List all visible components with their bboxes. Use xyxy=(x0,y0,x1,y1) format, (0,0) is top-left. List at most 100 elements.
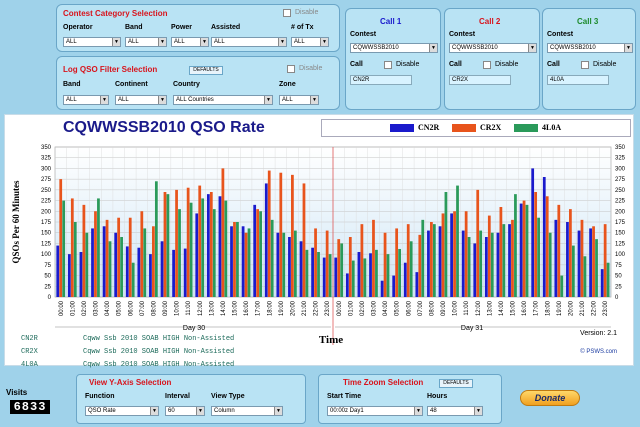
x-tick-label: 15:00 xyxy=(233,300,239,316)
bar-cn2r xyxy=(137,247,141,297)
bar-cn2r xyxy=(114,232,118,297)
x-tick-label: 10:00 xyxy=(175,300,181,316)
bar-4l0a xyxy=(293,230,297,297)
x-tick-label: 01:00 xyxy=(70,300,76,316)
bar-4l0a xyxy=(421,219,425,297)
function-label: Function xyxy=(85,393,115,400)
power-select[interactable]: ALL ▼ xyxy=(171,37,209,47)
time-zoom-panel: Time Zoom Selection DEFAULTS Start Time … xyxy=(318,374,502,424)
bar-cr2x xyxy=(325,230,329,297)
interval-select[interactable]: 60 ▼ xyxy=(165,406,205,416)
call-1-disable-label: Disable xyxy=(396,61,420,68)
x-tick-label: 18:00 xyxy=(267,300,273,316)
x-tick-label: 10:00 xyxy=(453,300,459,316)
bar-4l0a xyxy=(606,262,610,297)
bar-cr2x xyxy=(221,168,225,297)
call-1-contest-select[interactable]: CQWWSSB2010 ▼ xyxy=(350,43,438,53)
x-tick-label: 06:00 xyxy=(406,300,412,316)
call-2-disable-checkbox[interactable] xyxy=(483,61,491,69)
bar-4l0a xyxy=(409,241,413,297)
bar-cr2x xyxy=(487,215,491,297)
bar-cr2x xyxy=(175,189,178,297)
filter-band-select[interactable]: ALL ▼ xyxy=(63,95,109,105)
filter-country-value: ALL Countries xyxy=(176,97,214,103)
x-tick-label: 17:00 xyxy=(256,300,262,316)
num-tx-select[interactable]: ALL ▼ xyxy=(291,37,329,47)
legend-swatch-cr2x xyxy=(452,124,476,132)
x-tick-label: 23:00 xyxy=(603,300,609,316)
view-y-axis-title: View Y-Axis Selection xyxy=(89,378,172,387)
view-type-select[interactable]: Column ▼ xyxy=(211,406,283,416)
bar-cr2x xyxy=(140,211,144,297)
bar-4l0a xyxy=(154,181,158,297)
bar-cr2x xyxy=(348,237,352,297)
copyright-text: © PSWS.com xyxy=(580,349,617,355)
y-tick-label-right: 200 xyxy=(615,209,626,215)
call-3-call-input[interactable]: 4L0A xyxy=(547,75,609,85)
filter-zone-select[interactable]: ALL ▼ xyxy=(279,95,319,105)
chevron-down-icon: ▼ xyxy=(624,44,632,52)
bar-cr2x xyxy=(545,196,549,297)
bar-cn2r xyxy=(554,219,558,297)
contest-category-disable-checkbox[interactable] xyxy=(283,9,291,17)
bar-cr2x xyxy=(569,209,572,297)
legend-label-cn2r: CN2R xyxy=(418,123,440,132)
band-select[interactable]: ALL ▼ xyxy=(125,37,167,47)
bar-cn2r xyxy=(577,230,581,297)
bar-4l0a xyxy=(108,241,112,297)
bar-cn2r xyxy=(56,245,60,297)
bar-cr2x xyxy=(360,224,364,297)
start-time-select[interactable]: 00:00z Day1 ▼ xyxy=(327,406,423,416)
log-filter-defaults-button[interactable]: DEFAULTS xyxy=(189,66,223,75)
hours-select[interactable]: 48 ▼ xyxy=(427,406,483,416)
bar-cn2r xyxy=(427,230,430,297)
day-label-2: Day 31 xyxy=(461,325,483,332)
start-time-label: Start Time xyxy=(327,393,362,400)
call-2-contest-select[interactable]: CQWWSSB2010 ▼ xyxy=(449,43,537,53)
bar-cn2r xyxy=(369,253,372,297)
bar-4l0a xyxy=(189,202,193,297)
call-3-disable-label: Disable xyxy=(593,61,617,68)
bar-cn2r xyxy=(67,254,71,297)
y-tick-label-right: 175 xyxy=(615,220,626,226)
bar-cr2x xyxy=(128,217,132,297)
y-tick-label-left: 100 xyxy=(41,252,52,258)
filter-band-label: Band xyxy=(63,81,81,88)
call-1-call-input[interactable]: CN2R xyxy=(350,75,412,85)
call-2-call-input[interactable]: CR2X xyxy=(449,75,511,85)
y-tick-label-left: 200 xyxy=(41,209,52,215)
legend-box: CN2R CR2X 4L0A xyxy=(321,119,631,137)
time-zoom-defaults-button[interactable]: DEFAULTS xyxy=(439,379,473,388)
x-tick-label: 23:00 xyxy=(325,300,331,316)
bar-cn2r xyxy=(206,194,210,297)
filter-continent-select[interactable]: ALL ▼ xyxy=(115,95,167,105)
call-3-disable-checkbox[interactable] xyxy=(581,61,589,69)
bar-4l0a xyxy=(490,232,494,297)
filter-country-select[interactable]: ALL Countries ▼ xyxy=(173,95,273,105)
call-1-disable-checkbox[interactable] xyxy=(384,61,392,69)
assisted-select[interactable]: ALL ▼ xyxy=(211,37,287,47)
log-filter-disable-checkbox[interactable] xyxy=(287,65,295,73)
bar-cr2x xyxy=(511,219,514,297)
bar-cn2r xyxy=(195,213,199,297)
operator-select[interactable]: ALL ▼ xyxy=(63,37,121,47)
donate-button[interactable]: Donate xyxy=(520,390,580,406)
bar-4l0a xyxy=(73,222,77,297)
x-tick-label: 19:00 xyxy=(279,300,285,316)
x-tick-label: 05:00 xyxy=(395,300,401,316)
function-select[interactable]: QSO Rate ▼ xyxy=(85,406,159,416)
bar-4l0a xyxy=(201,198,205,297)
bar-cr2x xyxy=(186,187,190,297)
view-type-label: View Type xyxy=(211,393,245,400)
call-3-contest-select[interactable]: CQWWSSB2010 ▼ xyxy=(547,43,633,53)
y-tick-label-left: 0 xyxy=(48,295,52,301)
x-tick-label: 08:00 xyxy=(429,300,435,316)
bar-cn2r xyxy=(149,254,152,297)
x-tick-label: 00:00 xyxy=(59,300,65,316)
version-text: Version: 2.1 xyxy=(580,330,617,337)
bar-4l0a xyxy=(131,262,135,297)
hours-value: 48 xyxy=(430,408,437,414)
y-tick-label-left: 75 xyxy=(44,263,51,269)
x-tick-label: 18:00 xyxy=(545,300,551,316)
x-tick-label: 07:00 xyxy=(140,300,146,316)
